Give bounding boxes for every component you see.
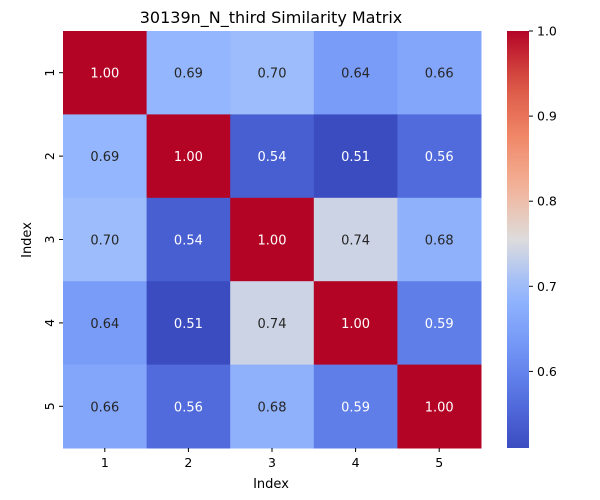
colorbar-tick-label: 0.8 [537,194,557,209]
cell-value-label: 0.64 [341,67,370,82]
heatmap-cells: 1.00 0.69 0.70 0.64 0.66 0.69 1.00 0.54 0.51 0.56… [63,31,482,449]
colorbar-tick-label: 1.0 [537,24,557,39]
heatmap-cell [230,281,315,366]
heatmap-cell [397,281,482,366]
colorbar-tick-label: 0.6 [537,364,557,379]
cell-value-label: 0.69 [174,67,203,82]
heatmap-cell [230,114,315,199]
x-tick-label: 1 [101,455,109,470]
heatmap-cell [313,114,398,199]
cell-value-label: 0.54 [174,234,203,249]
x-tick-label: 3 [268,455,276,470]
cell-value-label: 1.00 [258,234,287,249]
cell-value-label: 0.68 [258,400,287,415]
heatmap-cell [146,364,231,449]
heatmap-cell [146,197,231,282]
x-axis-label: Index [253,477,289,492]
cell-value-label: 0.54 [258,150,287,165]
heatmap-cell [230,197,315,282]
cell-value-label: 0.51 [174,317,203,332]
colorbar: 0.6 0.7 0.8 0.9 1.0 [507,24,557,448]
heatmap-cell [63,31,148,115]
heatmap-cell [230,31,315,115]
x-tick-label: 4 [352,455,360,470]
heatmap-cell [63,281,148,366]
colorbar-ticks: 0.6 0.7 0.8 0.9 1.0 [529,24,557,379]
heatmap-cell [397,197,482,282]
x-tick-label: 2 [184,455,192,470]
cell-value-label: 0.70 [90,234,119,249]
cell-value-label: 0.51 [341,150,370,165]
heatmap-cell [313,281,398,366]
heatmap-cell [146,31,231,115]
heatmap-cell [397,364,482,449]
heatmap-cell [146,114,231,199]
cell-value-label: 0.59 [425,317,454,332]
heatmap-cell [230,364,315,449]
cell-value-label: 0.56 [425,150,454,165]
cell-value-label: 0.66 [90,400,119,415]
cell-value-label: 0.59 [341,400,370,415]
heatmap-cell [313,364,398,449]
cell-value-label: 0.69 [90,150,119,165]
y-tick-label: 4 [42,319,57,327]
cell-value-label: 0.66 [425,67,454,82]
cell-value-label: 0.74 [258,317,287,332]
heatmap-cell [313,197,398,282]
cell-value-label: 1.00 [341,317,370,332]
colorbar-gradient [507,31,529,448]
colorbar-tick-label: 0.9 [537,109,557,124]
y-axis-ticks: 1 2 3 4 5 [42,69,63,410]
chart-title: 30139n_N_third Similarity Matrix [140,8,403,28]
heatmap-cell [63,114,148,199]
colorbar-tick-label: 0.7 [537,279,557,294]
y-tick-label: 3 [42,236,57,244]
heatmap-cell [397,31,482,115]
cell-value-label: 0.56 [174,400,203,415]
x-axis-ticks: 1 2 3 4 5 [101,448,443,470]
cell-value-label: 1.00 [425,400,454,415]
cell-value-label: 1.00 [174,150,203,165]
heatmap-cell [313,31,398,115]
heatmap-cell [63,364,148,449]
x-tick-label: 5 [435,455,443,470]
heatmap-cell [146,281,231,366]
y-axis-label: Index [20,222,35,258]
cell-value-label: 1.00 [90,67,119,82]
cell-value-label: 0.64 [90,317,119,332]
heatmap-cell [63,197,148,282]
heatmap-cell [397,114,482,199]
y-tick-label: 5 [42,402,57,410]
cell-value-label: 0.70 [258,67,287,82]
y-tick-label: 1 [42,69,57,77]
cell-value-label: 0.68 [425,234,454,249]
y-tick-label: 2 [42,152,57,160]
cell-value-label: 0.74 [341,234,370,249]
